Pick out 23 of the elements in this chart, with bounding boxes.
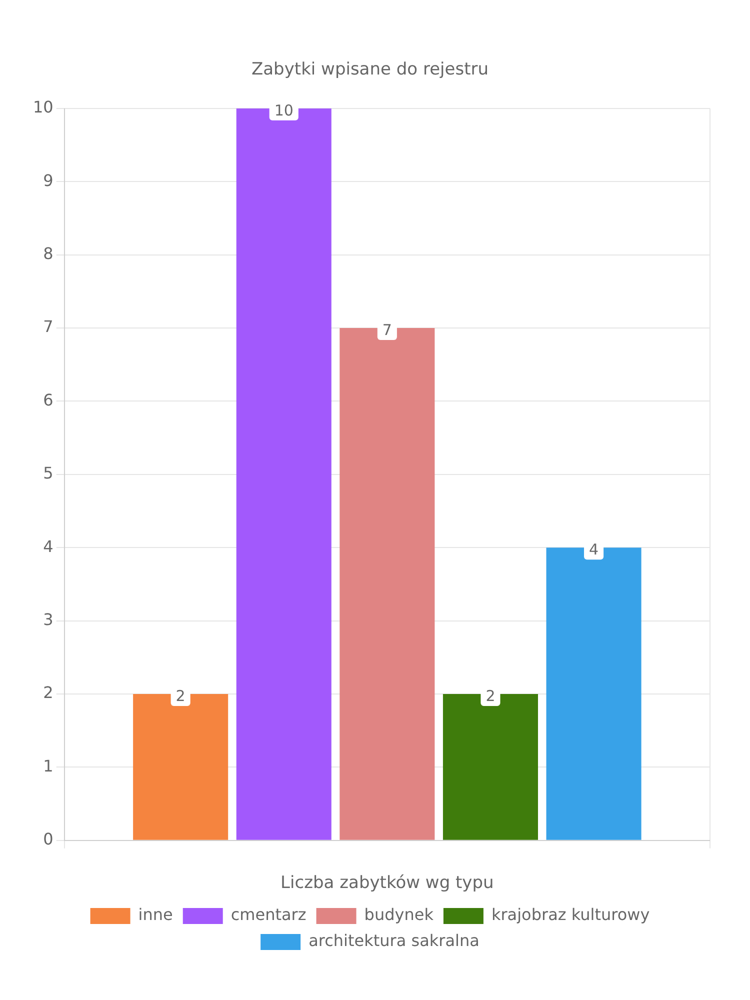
y-tick-label: 9	[43, 170, 54, 190]
x-axis-title: Liczba zabytków wg typu	[280, 873, 494, 894]
data-label: 4	[589, 540, 599, 558]
data-label: 7	[382, 320, 392, 339]
legend-label: krajobraz kulturowy	[491, 905, 650, 924]
legend-label: budynek	[364, 905, 434, 924]
y-tick-label: 1	[43, 756, 54, 776]
y-tick-label: 5	[43, 464, 54, 483]
data-label: 2	[486, 686, 496, 705]
y-tick-label: 2	[43, 683, 54, 702]
chart-title: Zabytki wpisane do rejestru	[251, 60, 489, 80]
y-tick-label: 4	[43, 536, 54, 556]
y-tick-label: 8	[43, 244, 54, 263]
y-tick-label: 3	[43, 610, 54, 629]
data-label: 10	[274, 101, 294, 120]
y-tick-label: 0	[43, 830, 54, 849]
legend-label: cmentarz	[230, 905, 306, 924]
legend-label: architektura sakralna	[308, 931, 480, 950]
legend-label: inne	[138, 905, 173, 924]
y-tick-label: 7	[43, 317, 54, 336]
y-tick-label: 10	[33, 98, 54, 117]
y-tick-label: 6	[43, 390, 54, 410]
data-label: 2	[176, 686, 186, 705]
